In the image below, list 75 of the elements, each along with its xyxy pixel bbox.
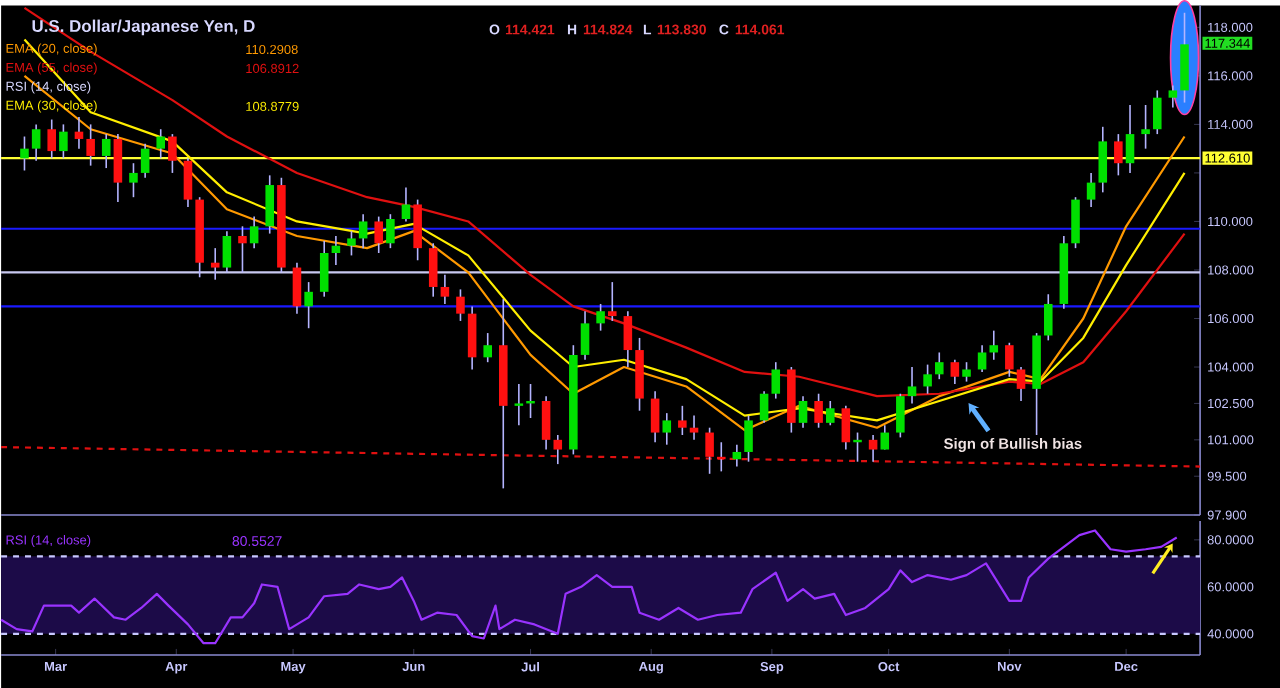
candlestick (553, 433, 563, 465)
candlestick (20, 135, 29, 171)
candlestick (1114, 132, 1123, 176)
candlestick (962, 360, 971, 382)
candlestick (59, 123, 68, 159)
candlestick (1152, 89, 1162, 135)
candlestick (386, 212, 395, 249)
candlestick (210, 246, 220, 281)
candlestick (358, 212, 368, 249)
candlestick (168, 132, 177, 174)
candlestick (129, 161, 138, 198)
candlestick (101, 132, 111, 169)
candlestick (989, 329, 999, 361)
candlestick (1071, 195, 1080, 249)
candlestick (156, 128, 165, 159)
candlestick (304, 280, 313, 329)
candlestick (596, 302, 605, 332)
candlestick (732, 443, 742, 467)
candlestick (868, 433, 878, 463)
candlestick (759, 390, 769, 424)
candlestick (705, 426, 714, 475)
candlestick (907, 365, 917, 404)
candlestick (814, 392, 823, 429)
candlestick (401, 186, 411, 222)
candlestick (1005, 341, 1014, 378)
candlestick (1043, 293, 1053, 341)
candlestick (1180, 11, 1189, 103)
candlestick (689, 414, 699, 441)
candlestick (950, 358, 960, 385)
candlestick (514, 382, 524, 426)
candlestick (580, 309, 590, 361)
candlestick (467, 305, 477, 370)
candlestick (1086, 171, 1096, 208)
candlestick (880, 424, 890, 450)
candlestick (183, 157, 193, 208)
candlestick (140, 142, 150, 179)
candlestick (623, 309, 633, 368)
candlestick (483, 331, 492, 363)
candlestick (934, 351, 944, 380)
candlestick (86, 123, 95, 166)
candlestick (977, 343, 987, 373)
candlestick (923, 363, 932, 395)
candlestick (440, 273, 450, 305)
candlestick (249, 215, 259, 249)
candlestick (292, 261, 302, 315)
candlestick (222, 229, 232, 273)
candlestick (650, 390, 660, 443)
candlestick (113, 132, 123, 203)
candlestick (678, 404, 687, 436)
candlestick (896, 392, 905, 438)
candlestick (31, 123, 41, 162)
candlestick (1098, 125, 1108, 193)
candlestick (238, 225, 247, 273)
candlestick (47, 118, 56, 159)
candlestick (662, 411, 672, 446)
candlestick (1125, 103, 1135, 174)
candlestick (771, 360, 781, 399)
candlestick (1168, 84, 1178, 108)
candlestick (265, 174, 274, 234)
candlestick (841, 404, 851, 450)
candlestick (74, 115, 84, 150)
candlestick (826, 399, 835, 426)
candlestick (319, 239, 329, 298)
candlestick (331, 234, 341, 266)
candlestick (428, 242, 438, 298)
candlestick (744, 414, 753, 463)
candlestick (541, 394, 551, 450)
candlestick (374, 215, 383, 254)
candlestick (1016, 365, 1026, 402)
candlestick (798, 394, 808, 429)
candlestick (456, 288, 465, 322)
candlestick (1141, 103, 1150, 150)
candlestick (413, 198, 422, 261)
candlestick (347, 229, 356, 256)
candlestick (608, 280, 617, 322)
